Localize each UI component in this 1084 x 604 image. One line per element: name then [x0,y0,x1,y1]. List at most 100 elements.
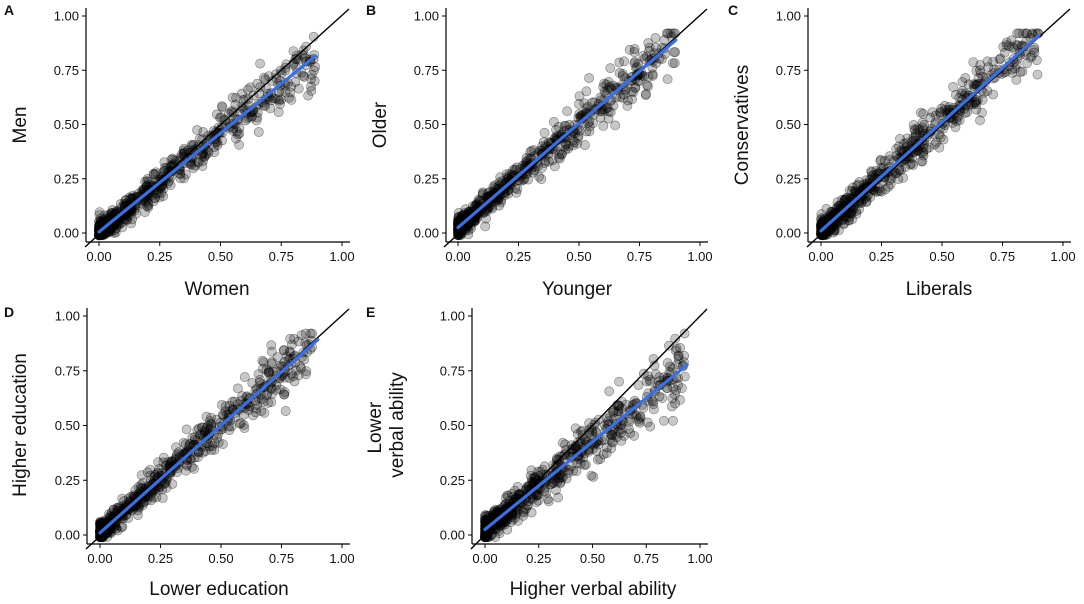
panel-e-fit-line [483,363,689,532]
panel-a-point [232,129,243,140]
panel-b-y-tick-label: 0.50 [414,117,439,132]
panel-b-point [511,187,522,198]
panel-c-point [995,53,1006,64]
panel-b-point [617,71,628,81]
panel-a-point [259,72,269,83]
panel-e-point [586,470,597,481]
panel-e-y-title-line-2: verbal ability [387,372,408,478]
panel-e-point [613,406,624,416]
panel-a-point [143,200,154,210]
panel-a-point [147,190,157,201]
panel-a-point [284,92,294,103]
panel-c-point [948,82,958,92]
panel-e-point [526,465,537,476]
panel-b-point [614,57,625,68]
panel-a-point [188,163,199,173]
panel-a-point [168,159,179,170]
panel-a-point [291,54,302,64]
panel-a-point [234,123,245,134]
panel-a-point [252,78,263,89]
panel-a-point [156,188,167,198]
panel-a-point [178,145,189,156]
panel-d-point [178,437,189,448]
panel-a-y-axis-title: Men [10,107,31,144]
panel-b-point [477,190,488,200]
panel-a-y-title-line: Men [10,107,31,144]
panel-a-y-tick-label: 0.00 [54,226,79,241]
panel-e-points [480,328,690,543]
panel-a-point [243,84,253,95]
panel-a-point [106,208,117,218]
panel-e: E 0.00 0.25 0.50 0.75 1.00 0.00 0.25 0.50 0.75 1.… [365,304,713,600]
panel-a-point [255,58,265,69]
panel-a-point [150,192,160,203]
panel-a-point [95,217,106,227]
panel-e-point [533,495,544,506]
panel-b-point [583,101,593,112]
panel-a-point [106,224,116,234]
panel-a-fit-line [97,54,317,234]
panel-e-point [672,359,683,370]
panel-a-point [127,214,138,225]
panel-a-point [197,161,208,171]
panel-d-letter: D [4,304,14,320]
panel-b-point [457,210,467,221]
panel-a-axes: 0.00 0.25 0.50 0.75 1.00 0.00 0.25 0.50 0.75 1.00 [54,8,355,264]
panel-a-point [99,210,110,221]
panel-e-x-tick-label: 1.00 [687,551,712,566]
panel-a-point [143,198,154,209]
panel-a-point [231,133,241,144]
panel-a-point [96,215,107,226]
panel-a-point [143,176,154,187]
panel-a-point [154,192,165,203]
panel-c-x-axis-title: Liberals [906,279,973,300]
panel-c-x-tick-label: 1.00 [1050,249,1075,264]
panel-a-point [165,180,176,191]
panel-d-x-tick-label: 0.75 [269,551,294,566]
panel-a-point [158,191,169,202]
panel-b-point [525,147,536,157]
panel-d-point [217,439,228,450]
panel-a-point [148,169,159,180]
panel-c-point [956,88,967,99]
panel-a-point [128,190,138,201]
panel-a-point [274,95,285,106]
panel-a-point [105,225,115,236]
panel-b-point [630,56,640,67]
panel-c-point [1007,64,1017,75]
panel-a-point [193,157,204,168]
panel-b-point [556,149,567,160]
panel-a-point [275,99,285,109]
panel-c-point [954,115,965,125]
panel-a-point [265,103,276,114]
panel-a-point [280,62,291,73]
panel-a-point [129,205,140,216]
panel-a-x-tick-label: 0.00 [86,249,111,264]
panel-c-y-tick-label: 1.00 [776,9,801,24]
panel-a-point [215,112,225,123]
panel-e-x-axis-title: Higher verbal ability [510,579,677,600]
panel-b-point [604,81,615,92]
panel-b-point [534,171,544,182]
panel-e-point [607,437,617,447]
panel-c-point [1022,58,1032,69]
panel-e-point [648,354,659,364]
panel-a-point [266,95,277,106]
panel-b-point [608,80,619,91]
panel-e-y-axis-title: Lower verbal ability [365,372,408,478]
panel-a-point [270,93,281,104]
panel-a-point [273,94,284,105]
panel-a-point [98,216,108,227]
panel-b-point [601,103,612,114]
panel-e-point [614,376,624,387]
panel-a-point [253,88,264,98]
panel-b-point [584,116,595,127]
panel-d-x-tick-label: 0.00 [87,551,112,566]
panel-a-point [126,193,137,204]
panel-b-point [639,54,650,64]
panel-d-point [252,400,263,411]
panel-e-y-tick-label: 0.00 [440,528,465,543]
panel-a-y-tick-label: 1.00 [54,9,79,24]
panel-d-point [296,363,306,374]
